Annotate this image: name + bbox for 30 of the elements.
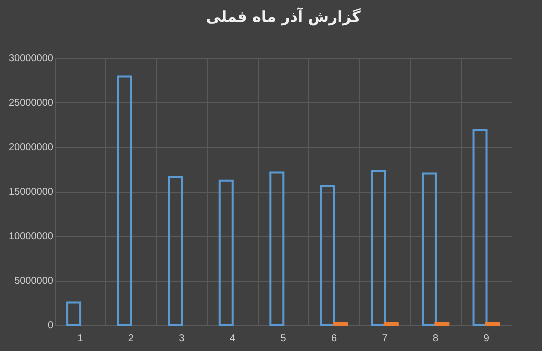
x-tick-label: 6 [331,334,338,344]
x-tick-label: 2 [128,334,134,344]
chart-title: گزارش آذر ماه فملی [206,7,362,26]
x-tick-label: 3 [179,334,186,344]
bar [422,172,437,326]
bar [371,170,386,326]
y-tick-label: 5000000 [14,276,54,287]
x-tick-label: 9 [484,334,490,344]
bar [434,322,450,326]
bar [485,322,500,326]
bar [472,129,488,326]
y-tick-label: 25000000 [9,98,54,109]
bar [384,322,399,326]
x-tick-label: 8 [433,334,440,344]
bar [218,180,234,326]
x-tick-label: 5 [280,334,287,344]
bar [117,76,132,326]
bar [168,176,184,326]
y-tick-label: 20000000 [9,142,54,154]
bar [66,302,82,326]
y-tick-label: 10000000 [9,232,54,242]
bar [320,185,336,326]
y-tick-label: 30000000 [9,54,54,64]
y-tick-label: 0 [48,320,54,332]
x-tick-label: 4 [230,334,236,344]
y-tick-label: 15000000 [9,187,54,198]
bar [333,322,348,326]
bar [270,172,285,326]
x-tick-label: 7 [382,334,388,344]
x-tick-label: 1 [78,334,84,344]
